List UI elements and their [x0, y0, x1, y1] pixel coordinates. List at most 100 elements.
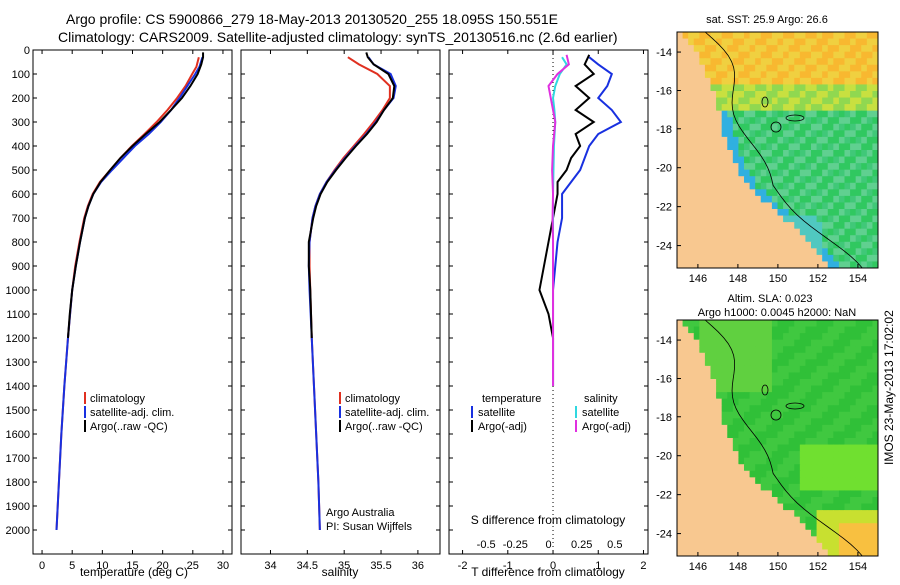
- map-cell: [844, 241, 851, 249]
- map-cell: [816, 189, 823, 197]
- map-cell: [749, 529, 756, 537]
- map-cell: [816, 398, 823, 406]
- map-cell: [833, 64, 840, 72]
- x-tick-label: 10: [96, 560, 108, 572]
- map-cell: [794, 123, 801, 131]
- map-cell: [727, 497, 734, 505]
- map-cell: [799, 261, 806, 269]
- map-cell: [866, 411, 873, 419]
- map-cell: [699, 228, 706, 236]
- map-cell: [760, 104, 767, 112]
- map-cell: [744, 536, 751, 544]
- map-cell: [783, 58, 790, 66]
- map-cell: [816, 444, 823, 452]
- map-cell: [872, 339, 879, 347]
- map-cell: [822, 431, 829, 439]
- map-cell: [749, 536, 756, 544]
- map-cell: [822, 71, 829, 79]
- map-cell: [799, 215, 806, 223]
- map-cell: [794, 71, 801, 79]
- map-cell: [721, 490, 728, 498]
- map-cell: [693, 536, 700, 544]
- map-cell: [799, 163, 806, 171]
- map-cell: [844, 195, 851, 203]
- temperature-xlabel: temperature (deg C): [80, 565, 188, 579]
- y-tick-label: 1300: [6, 357, 30, 369]
- map-cell: [677, 457, 684, 465]
- map-cell: [811, 182, 818, 190]
- map-cell: [727, 339, 734, 347]
- map-cell: [777, 339, 784, 347]
- map-cell: [716, 365, 723, 373]
- x-tick-label: 5: [69, 560, 75, 572]
- map-cell: [816, 516, 823, 524]
- map-cell: [861, 326, 868, 334]
- map-cell: [738, 359, 745, 367]
- map-cell: [682, 163, 689, 171]
- x-tick-label: 30: [217, 560, 229, 572]
- map-cell: [693, 372, 700, 380]
- map-cell: [766, 136, 773, 144]
- map-cell: [777, 523, 784, 531]
- map-cell: [749, 130, 756, 138]
- map-cell: [872, 123, 879, 131]
- map-cell: [861, 457, 868, 465]
- map-cell: [682, 536, 689, 544]
- map-cell: [833, 189, 840, 197]
- map-cell: [833, 84, 840, 92]
- map-cell: [738, 438, 745, 446]
- map-cell: [827, 235, 834, 243]
- map-cell: [827, 385, 834, 393]
- map-cell: [799, 438, 806, 446]
- map-cell: [872, 136, 879, 144]
- map-cell: [771, 379, 778, 387]
- map-cell: [827, 202, 834, 210]
- map-cell: [760, 398, 767, 406]
- map-cell: [788, 176, 795, 184]
- map-cell: [794, 529, 801, 537]
- map-cell: [682, 510, 689, 518]
- map-cell: [716, 320, 723, 328]
- map-cell: [699, 64, 706, 72]
- map-cell: [833, 398, 840, 406]
- map-cell: [788, 379, 795, 387]
- map-cell: [771, 97, 778, 105]
- map-cell: [727, 490, 734, 498]
- map-cell: [755, 51, 762, 59]
- map-cell: [710, 189, 717, 197]
- map-cell: [760, 477, 767, 485]
- map-cell: [838, 228, 845, 236]
- map-cell: [783, 209, 790, 217]
- map-cell: [861, 228, 868, 236]
- map-cell: [850, 470, 857, 478]
- map-cell: [866, 438, 873, 446]
- map-cell: [861, 91, 868, 99]
- map-cell: [693, 84, 700, 92]
- map-cell: [788, 346, 795, 354]
- map-cell: [833, 136, 840, 144]
- legend-climatology: climatology: [345, 393, 401, 405]
- map-cell: [727, 510, 734, 518]
- map-cell: [811, 150, 818, 158]
- map-cell: [783, 326, 790, 334]
- map-cell: [827, 365, 834, 373]
- map-cell: [872, 470, 879, 478]
- map-cell: [855, 182, 862, 190]
- map-cell: [866, 64, 873, 72]
- map-cell: [749, 97, 756, 105]
- map-cell: [827, 483, 834, 491]
- map-cell: [827, 451, 834, 459]
- map-cell: [749, 464, 756, 472]
- map-cell: [788, 143, 795, 151]
- map-cell: [677, 51, 684, 59]
- map-cell: [716, 228, 723, 236]
- map-cell: [794, 209, 801, 217]
- map-cell: [727, 143, 734, 151]
- map-cell: [855, 457, 862, 465]
- map-cell: [699, 365, 706, 373]
- map-cell: [688, 418, 695, 426]
- map-cell: [844, 497, 851, 505]
- map-cell: [872, 510, 879, 518]
- map-cell: [827, 130, 834, 138]
